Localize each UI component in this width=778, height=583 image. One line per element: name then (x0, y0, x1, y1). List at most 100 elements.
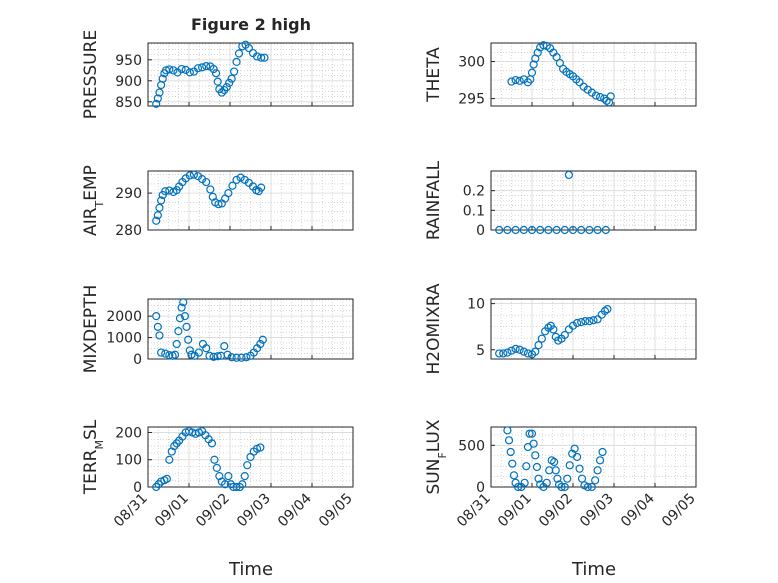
y-tick-label: 295 (458, 92, 485, 108)
data-point (165, 351, 174, 360)
data-point (210, 455, 219, 464)
data-point (232, 57, 241, 67)
data-point (172, 439, 181, 448)
data-point (506, 447, 515, 457)
data-point (553, 474, 562, 483)
data-point (593, 315, 602, 324)
data-point (560, 330, 569, 340)
data-point (601, 225, 610, 235)
y-tick-label: 0 (476, 223, 485, 239)
data-point (585, 317, 594, 326)
data-point (507, 346, 516, 355)
data-point (227, 353, 236, 362)
y-tick-label: 0.1 (463, 203, 485, 219)
data-point (532, 462, 542, 472)
data-point (503, 348, 512, 357)
data-point (527, 225, 537, 235)
data-point (212, 463, 221, 473)
y-tick-label: 280 (115, 223, 142, 239)
y-axis-label: MIXDEPTH (81, 285, 101, 374)
data-point (189, 170, 199, 179)
data-point (544, 225, 553, 235)
data-point (513, 482, 523, 492)
data-point (165, 455, 174, 464)
data-point (152, 99, 161, 109)
data-point (542, 478, 551, 487)
data-point (257, 183, 266, 192)
data-point (606, 92, 615, 101)
x-tick-label: 09/03 (577, 491, 617, 531)
y-tick-label: 2000 (106, 309, 142, 325)
x-axis-label-right: Time (571, 559, 616, 580)
data-point (153, 211, 162, 220)
data-point (155, 88, 164, 97)
figure-title: Figure 2 high (191, 15, 311, 34)
data-point (240, 471, 249, 481)
data-point (152, 312, 161, 321)
data-point (153, 94, 162, 103)
data-point (520, 478, 529, 487)
data-point (260, 53, 269, 62)
axes-frame (490, 426, 697, 488)
data-point (585, 225, 594, 235)
data-point (238, 480, 247, 489)
data-point (169, 66, 178, 75)
data-point (504, 436, 514, 445)
data-point (527, 68, 537, 77)
y-tick-label: 0.2 (463, 184, 485, 200)
data-point (158, 74, 167, 83)
data-point (157, 196, 166, 205)
y-tick-label: 1000 (106, 331, 142, 347)
data-point (587, 482, 596, 492)
data-point (194, 348, 203, 357)
data-point (232, 175, 241, 184)
data-point (174, 327, 183, 336)
data-point (570, 444, 579, 453)
x-tick-label: 09/03 (234, 491, 274, 531)
data-point (515, 345, 524, 354)
data-point (511, 478, 520, 487)
data-point (531, 347, 540, 356)
y-tick-label: 950 (115, 53, 142, 69)
y-axis-label: H2OMIXRA (424, 283, 444, 374)
data-point (242, 353, 251, 362)
data-point (244, 43, 253, 53)
data-point (157, 348, 166, 357)
y-tick-label: 0 (133, 352, 142, 368)
y-axis-label: AIRTEMP (81, 165, 106, 236)
x-tick-label: 09/04 (618, 490, 658, 530)
data-point (598, 447, 607, 457)
data-point (568, 225, 578, 235)
data-point (523, 349, 533, 358)
data-point (202, 61, 211, 71)
data-point (155, 203, 164, 212)
data-point (600, 306, 610, 316)
data-point (577, 317, 586, 327)
data-point (161, 349, 170, 358)
data-point (552, 225, 561, 235)
data-point (172, 339, 181, 349)
data-point (593, 466, 602, 475)
y-axis-label: PRESSURE (81, 30, 101, 119)
data-point (223, 350, 232, 359)
data-point (565, 461, 574, 470)
data-point (209, 64, 218, 74)
data-point (527, 429, 537, 438)
data-point (525, 429, 534, 438)
data-point (224, 471, 233, 481)
data-point (533, 48, 542, 57)
data-point (591, 476, 600, 485)
x-tick-label: 08/31 (454, 491, 494, 531)
axes-frame (490, 42, 697, 107)
data-point (583, 482, 592, 492)
data-point (184, 335, 193, 344)
axes-frame (147, 426, 354, 488)
data-point (182, 322, 191, 331)
data-point (536, 225, 545, 235)
data-point (234, 49, 244, 58)
y-tick-label: 100 (115, 453, 142, 469)
data-point (213, 77, 222, 86)
data-point (193, 64, 203, 73)
data-point (564, 170, 574, 180)
